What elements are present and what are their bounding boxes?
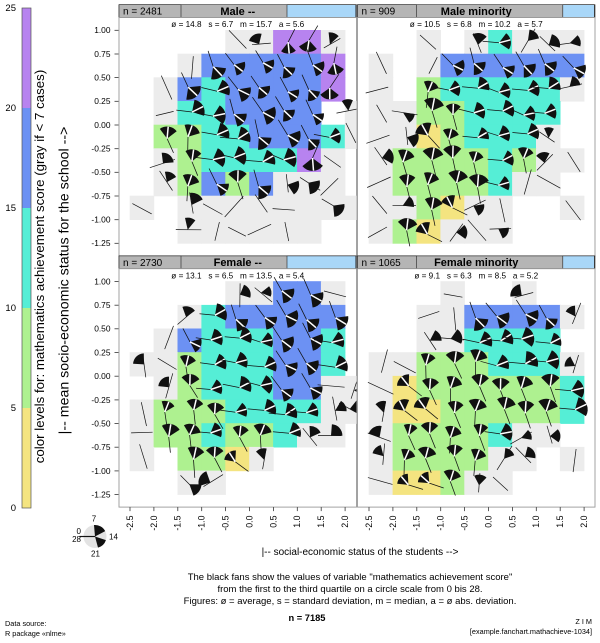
svg-text:-2.0: -2.0: [149, 515, 159, 530]
svg-text:ø = 14.8 s = 6.7 m = 15.7: ø = 14.8 s = 6.7 m = 15.7 a = 5.6: [171, 20, 304, 29]
svg-text:The black fans show the values: The black fans show the values of variab…: [188, 572, 513, 583]
svg-text:n = 2481: n = 2481: [123, 7, 163, 18]
svg-text:0.00: 0.00: [94, 120, 111, 130]
svg-text:ø = 9.1 s = 6.3 m = 8.5: ø = 9.1 s = 6.3 m = 8.5 a = 5.2: [414, 271, 538, 280]
svg-text:10: 10: [5, 303, 16, 314]
svg-text:Figures: ø = average, s = stan: Figures: ø = average, s = standard devia…: [184, 596, 517, 607]
svg-text:-0.25: -0.25: [91, 144, 110, 154]
svg-text:0.75: 0.75: [94, 300, 111, 310]
svg-text:-1.0: -1.0: [197, 515, 207, 530]
svg-text:-1.00: -1.00: [91, 466, 110, 476]
svg-text:color levels for: mathematics: color levels for: mathematics achievemen…: [32, 70, 47, 464]
svg-text:1.0: 1.0: [292, 515, 302, 527]
svg-text:0: 0: [11, 503, 16, 514]
svg-text:ø = 10.5 s = 6.8 m = 10.2: ø = 10.5 s = 6.8 m = 10.2 a = 5.7: [410, 20, 543, 29]
svg-text:Data source:: Data source:: [5, 619, 46, 628]
svg-text:Male minority: Male minority: [441, 6, 513, 18]
svg-text:Female --: Female --: [214, 257, 263, 269]
svg-text:ø = 13.1 s = 6.5 m = 13.5: ø = 13.1 s = 6.5 m = 13.5 a = 5.4: [171, 271, 304, 280]
svg-text:0.25: 0.25: [94, 347, 111, 357]
svg-text:from the first to the third qu: from the first to the third quartile on …: [217, 584, 482, 595]
svg-text:Z I M: Z I M: [575, 617, 592, 626]
svg-text:Female minority: Female minority: [434, 257, 519, 269]
svg-text:-1.5: -1.5: [173, 515, 183, 530]
svg-text:-0.75: -0.75: [91, 442, 110, 452]
svg-text:-1.00: -1.00: [91, 215, 110, 225]
svg-text:|-- social-economic status of: |-- social-economic status of the studen…: [262, 547, 459, 558]
svg-text:-0.50: -0.50: [91, 167, 110, 177]
svg-text:-1.0: -1.0: [436, 515, 446, 530]
svg-text:15: 15: [5, 203, 16, 214]
svg-text:25: 25: [5, 3, 16, 14]
svg-text:-2.5: -2.5: [125, 515, 135, 530]
svg-text:Male --: Male --: [220, 6, 255, 18]
svg-text:0.50: 0.50: [94, 324, 111, 334]
svg-text:n = 2730: n = 2730: [123, 258, 163, 269]
svg-text:0.75: 0.75: [94, 49, 111, 59]
svg-text:n = 1065: n = 1065: [362, 258, 402, 269]
svg-text:1.5: 1.5: [316, 515, 326, 527]
svg-text:28: 28: [72, 535, 81, 544]
svg-text:7: 7: [92, 515, 97, 524]
svg-text:-0.75: -0.75: [91, 191, 110, 201]
svg-text:-0.5: -0.5: [460, 515, 470, 530]
svg-text:[example.fanchart.mathachieve-: [example.fanchart.mathachieve-1034]: [470, 627, 592, 636]
svg-text:2.0: 2.0: [579, 515, 589, 527]
svg-text:-0.50: -0.50: [91, 418, 110, 428]
svg-text:0.0: 0.0: [244, 515, 254, 527]
svg-text:-0.25: -0.25: [91, 395, 110, 405]
svg-text:R package «nlme»: R package «nlme»: [5, 629, 66, 638]
svg-text:-1.25: -1.25: [91, 238, 110, 248]
svg-text:-1.5: -1.5: [412, 515, 422, 530]
svg-text:5: 5: [11, 403, 16, 414]
svg-text:2.0: 2.0: [340, 515, 350, 527]
svg-text:20: 20: [5, 103, 16, 114]
svg-text:n = 909: n = 909: [362, 7, 396, 18]
svg-text:n = 7185: n = 7185: [289, 613, 326, 623]
svg-text:-2.5: -2.5: [364, 515, 374, 530]
svg-text:1.00: 1.00: [94, 25, 111, 35]
svg-text:-0.5: -0.5: [221, 515, 231, 530]
svg-text:0.5: 0.5: [507, 515, 517, 527]
svg-text:0.25: 0.25: [94, 96, 111, 106]
svg-text:14: 14: [109, 533, 118, 542]
svg-text:0.00: 0.00: [94, 371, 111, 381]
svg-text:0.0: 0.0: [483, 515, 493, 527]
svg-text:1.0: 1.0: [531, 515, 541, 527]
svg-text:|-- mean socio-economic status: |-- mean socio-economic status for the s…: [57, 127, 73, 435]
svg-text:0.5: 0.5: [268, 515, 278, 527]
svg-text:21: 21: [91, 550, 100, 559]
svg-text:1.00: 1.00: [94, 276, 111, 286]
svg-text:-1.25: -1.25: [91, 489, 110, 499]
svg-text:1.5: 1.5: [555, 515, 565, 527]
svg-text:-2.0: -2.0: [388, 515, 398, 530]
svg-text:0.50: 0.50: [94, 73, 111, 83]
